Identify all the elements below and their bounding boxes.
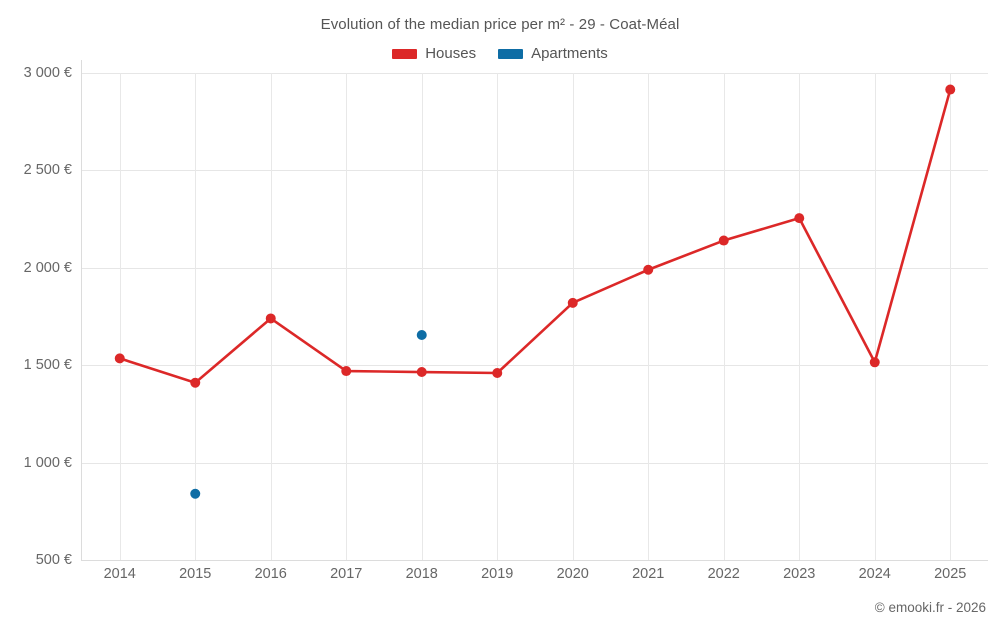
- legend-swatch-icon-houses: [392, 48, 418, 59]
- y-axis-tick-label: 3 000 €: [23, 65, 72, 81]
- legend-label-houses: Houses: [425, 45, 477, 62]
- gridline-vertical: [572, 73, 574, 560]
- x-axis-tick-label: 2022: [707, 566, 740, 582]
- gridline-vertical: [648, 73, 650, 560]
- chart-title: Evolution of the median price per m² - 2…: [320, 16, 680, 33]
- x-axis-tick-label: 2016: [254, 566, 287, 582]
- gridline-vertical: [195, 73, 197, 560]
- x-axis-tick-label: 2019: [481, 566, 514, 582]
- legend-swatch-icon-apartments: [498, 48, 524, 59]
- gridline-horizontal: [82, 170, 988, 172]
- y-axis-tick-label: 1 000 €: [23, 454, 72, 471]
- chart-legend: Houses Apartments: [0, 45, 1000, 62]
- gridline-vertical: [799, 73, 801, 560]
- gridline-vertical: [270, 73, 272, 560]
- gridline-vertical: [497, 73, 499, 560]
- y-axis-tick-label: 2 000 €: [23, 259, 72, 276]
- gridline-horizontal: [82, 73, 988, 74]
- legend-item-houses[interactable]: Houses: [392, 45, 476, 62]
- gridline-horizontal: [82, 267, 988, 269]
- legend-label-apartments: Apartments: [531, 45, 608, 62]
- gridline-vertical: [874, 73, 876, 560]
- y-axis-tick-label: 1 500 €: [23, 357, 72, 374]
- y-axis-line: [81, 60, 82, 561]
- gridline-vertical: [346, 73, 348, 560]
- x-axis-tick-label: 2018: [405, 566, 438, 582]
- y-axis-tick-label: 2 500 €: [23, 162, 72, 179]
- y-axis-tick-label: 500 €: [35, 552, 72, 568]
- gridline-vertical: [119, 73, 121, 560]
- gridline-horizontal: [82, 365, 988, 367]
- x-axis-tick-label: 2023: [783, 566, 816, 582]
- legend-item-apartments[interactable]: Apartments: [498, 45, 608, 62]
- gridline-vertical: [421, 73, 423, 560]
- gridline-vertical: [723, 73, 725, 560]
- x-axis-line: [82, 560, 988, 561]
- gridline-horizontal: [82, 462, 988, 464]
- copyright-footer: © emooki.fr - 2026: [874, 600, 986, 615]
- x-axis-tick-label: 2014: [103, 566, 136, 582]
- x-axis-tick-label: 2024: [858, 566, 891, 582]
- x-axis-tick-label: 2017: [330, 566, 363, 582]
- x-axis-tick-label: 2021: [632, 566, 665, 582]
- plot-area: [82, 73, 988, 561]
- x-axis-tick-label: 2020: [556, 566, 589, 582]
- gridline-vertical: [950, 73, 952, 560]
- x-axis-tick-label: 2025: [934, 566, 967, 582]
- x-axis-tick-label: 2015: [179, 566, 212, 582]
